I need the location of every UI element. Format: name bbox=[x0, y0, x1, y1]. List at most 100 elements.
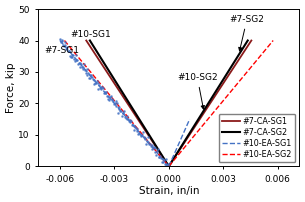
Point bbox=[97, 86, 102, 89]
Point bbox=[64, 47, 69, 50]
Point bbox=[105, 94, 109, 98]
X-axis label: Strain, in/in: Strain, in/in bbox=[138, 186, 199, 196]
Point bbox=[89, 74, 94, 77]
Point bbox=[141, 131, 145, 134]
Point bbox=[85, 73, 90, 77]
Point bbox=[70, 56, 75, 59]
Point bbox=[121, 112, 126, 115]
Point bbox=[82, 63, 87, 66]
Point bbox=[101, 92, 106, 95]
#7-CA-SG2 bbox=[88, 39, 92, 42]
#7-CA-SG2 bbox=[167, 165, 170, 167]
Point bbox=[91, 79, 96, 82]
Point bbox=[83, 68, 88, 71]
Point bbox=[123, 117, 128, 120]
Point bbox=[72, 59, 77, 62]
Point bbox=[145, 139, 149, 143]
Point bbox=[152, 146, 156, 149]
Point bbox=[149, 147, 154, 151]
Point bbox=[130, 124, 135, 127]
Point bbox=[65, 46, 70, 49]
Point bbox=[166, 162, 170, 165]
Point bbox=[151, 145, 156, 148]
Point bbox=[137, 131, 142, 135]
Point bbox=[164, 164, 169, 167]
Line: #7-CA-SG1: #7-CA-SG1 bbox=[86, 41, 169, 166]
Point bbox=[110, 97, 115, 101]
Point bbox=[76, 63, 81, 66]
Point bbox=[133, 125, 138, 128]
Point bbox=[134, 126, 138, 129]
Point bbox=[152, 150, 157, 154]
Point bbox=[146, 136, 151, 139]
Point bbox=[78, 65, 83, 68]
Point bbox=[65, 49, 70, 52]
Point bbox=[79, 62, 84, 66]
Point bbox=[124, 117, 129, 120]
Point bbox=[63, 44, 68, 47]
Point bbox=[108, 95, 113, 98]
#10-EA-SG2 bbox=[63, 39, 66, 42]
Point bbox=[106, 97, 111, 101]
Point bbox=[115, 102, 120, 105]
Point bbox=[81, 67, 86, 71]
Text: #7-SG2: #7-SG2 bbox=[230, 15, 264, 51]
Point bbox=[114, 104, 119, 107]
Point bbox=[113, 100, 118, 103]
Point bbox=[163, 158, 168, 161]
Point bbox=[136, 133, 141, 136]
Point bbox=[75, 59, 80, 62]
Point bbox=[130, 124, 135, 127]
Point bbox=[147, 142, 152, 146]
Point bbox=[156, 147, 160, 150]
Point bbox=[104, 90, 109, 93]
#10-EA-SG1 bbox=[167, 165, 170, 167]
Point bbox=[117, 107, 122, 111]
Point bbox=[148, 144, 153, 147]
Point bbox=[62, 41, 67, 44]
#10-EA-SG1 bbox=[58, 39, 62, 42]
Point bbox=[90, 76, 95, 79]
Point bbox=[92, 82, 97, 85]
Point bbox=[126, 117, 131, 120]
Point bbox=[112, 103, 117, 106]
Point bbox=[138, 134, 143, 137]
Point bbox=[159, 157, 163, 160]
Point bbox=[103, 91, 108, 94]
Point bbox=[123, 115, 127, 118]
Y-axis label: Force, kip: Force, kip bbox=[5, 62, 16, 113]
Point bbox=[144, 143, 149, 146]
Point bbox=[126, 120, 131, 123]
Line: #7-CA-SG2: #7-CA-SG2 bbox=[90, 41, 169, 166]
#7-CA-SG1 bbox=[84, 39, 88, 42]
Point bbox=[61, 44, 66, 47]
Point bbox=[71, 54, 76, 57]
Point bbox=[93, 81, 98, 84]
Point bbox=[79, 66, 84, 69]
Point bbox=[140, 133, 145, 136]
Point bbox=[120, 112, 125, 115]
Point bbox=[76, 62, 81, 65]
Point bbox=[148, 142, 152, 146]
Text: #10-SG2: #10-SG2 bbox=[177, 73, 217, 109]
Point bbox=[150, 143, 155, 146]
Point bbox=[159, 160, 164, 163]
Point bbox=[165, 164, 170, 167]
Point bbox=[111, 100, 116, 103]
Text: #10-SG1: #10-SG1 bbox=[70, 30, 111, 39]
Point bbox=[102, 91, 107, 94]
Point bbox=[143, 138, 148, 141]
Point bbox=[118, 109, 123, 113]
Point bbox=[74, 58, 79, 62]
Point bbox=[109, 99, 114, 102]
Line: #10-EA-SG1: #10-EA-SG1 bbox=[60, 41, 169, 166]
Point bbox=[116, 112, 120, 115]
Point bbox=[108, 95, 113, 98]
Point bbox=[107, 99, 112, 102]
Point bbox=[129, 119, 134, 122]
Point bbox=[59, 39, 64, 42]
Point bbox=[160, 157, 165, 161]
Point bbox=[155, 150, 160, 153]
Point bbox=[84, 68, 89, 71]
Point bbox=[125, 115, 130, 118]
